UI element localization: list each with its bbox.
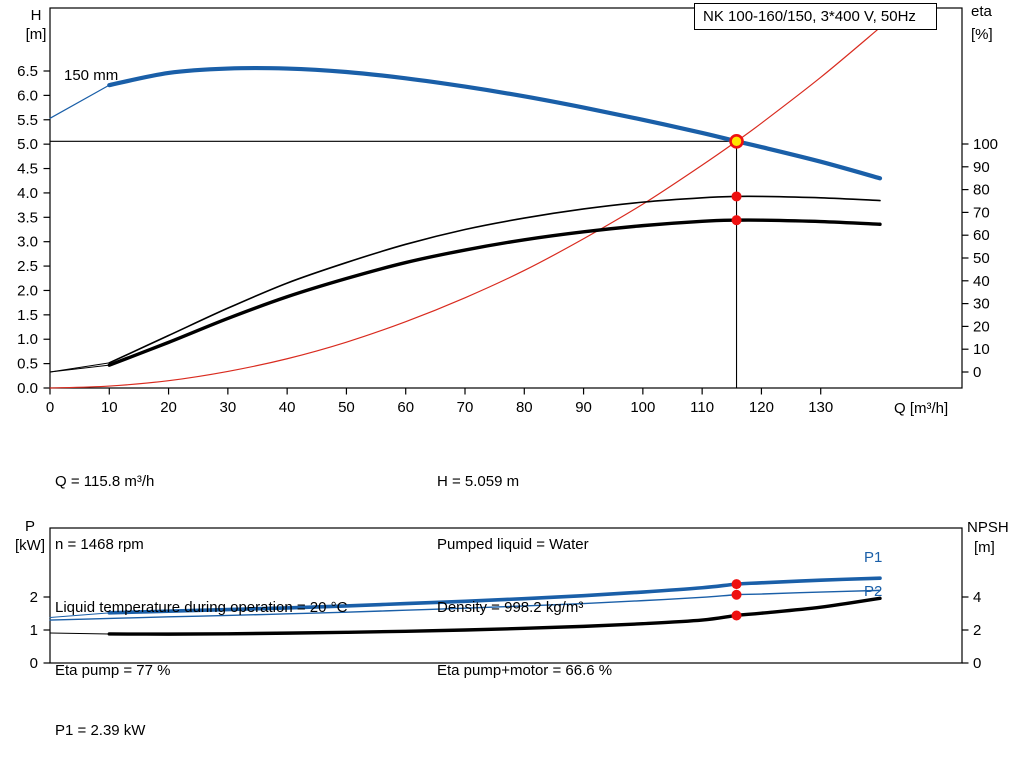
tick-label: 60 (397, 399, 414, 416)
tick-label: 70 (973, 204, 990, 221)
p-axis-label-line1: P (25, 518, 35, 535)
duty-dot-marker (731, 589, 742, 600)
tick-label: 0 (973, 655, 981, 672)
duty-dot-marker (731, 215, 742, 226)
h-axis-label-line1: H (31, 7, 42, 24)
curve-eta-pump (108, 195, 881, 364)
tick-label: 130 (808, 399, 833, 416)
duty-info-right-column: H = 5.059 m Pumped liquid = Water Densit… (437, 429, 612, 723)
npsh-axis-label-line1: NPSH (967, 519, 1009, 536)
info-p1: P1 = 2.39 kW (55, 722, 146, 739)
curve-p1-lead (49, 612, 110, 618)
tick-label: 20 (160, 399, 177, 416)
top-chart-frame (49, 7, 963, 389)
tick-label: 1 (30, 622, 38, 639)
tick-label: 30 (973, 296, 990, 313)
info-liquid-temperature: Liquid temperature during operation = 20… (55, 599, 348, 616)
duty-info-left-column: Q = 115.8 m³/h n = 1468 rpm Liquid tempe… (55, 429, 347, 723)
tick-label: 5.5 (17, 112, 38, 129)
tick-label: 30 (220, 399, 237, 416)
tick-label: 50 (338, 399, 355, 416)
tick-label: 100 (973, 136, 998, 153)
curve-npsh-curve (107, 596, 882, 636)
info-flow: Q = 115.8 m³/h (55, 473, 155, 490)
tick-label: 20 (973, 318, 990, 335)
tick-label: 2.0 (17, 282, 38, 299)
tick-label: 40 (973, 273, 990, 290)
tick-label: 4 (973, 589, 981, 606)
curve-npsh-lead (49, 632, 110, 635)
tick-label: 80 (516, 399, 533, 416)
p1-curve-label: P1 (864, 549, 882, 566)
generated-chart-layer: 0 10 20 30 40 50 60 70 80 90 100 110 120 1300.00.51.0… (17, 7, 998, 672)
q-axis-label: Q [m³/h] (894, 400, 948, 417)
tick-label: 100 (630, 399, 655, 416)
info-eta-pump-motor: Eta pump+motor = 66.6 % (437, 662, 613, 679)
tick-label: 90 (575, 399, 592, 416)
tick-label: 50 (973, 250, 990, 267)
tick-label: 0 (46, 399, 54, 416)
curve-qh-curve-150mm (107, 65, 883, 181)
info-head: H = 5.059 m (437, 473, 520, 490)
tick-label: 120 (749, 399, 774, 416)
duty-dot-marker (731, 191, 742, 202)
tick-label: 3.5 (17, 209, 38, 226)
info-speed: n = 1468 rpm (55, 536, 144, 553)
tick-label: 10 (973, 341, 990, 358)
duty-dot-marker (731, 610, 742, 621)
curve-eta-pump-motor (107, 218, 882, 367)
tick-label: 110 (690, 399, 714, 416)
tick-label: 3.0 (17, 234, 38, 251)
bottom-chart-frame (49, 527, 963, 664)
tick-label: 80 (973, 182, 990, 199)
curve-system-curve (49, 26, 881, 389)
tick-label: 0 (973, 364, 981, 381)
tick-label: 40 (279, 399, 296, 416)
curve-p1-curve (107, 576, 882, 615)
tick-label: 0 (30, 655, 38, 672)
tick-label: 1.5 (17, 307, 38, 324)
tick-label: 2.5 (17, 258, 38, 275)
tick-label: 2 (973, 622, 981, 639)
chart-title: NK 100-160/150, 3*400 V, 50Hz (703, 8, 916, 25)
tick-label: 4.5 (17, 161, 38, 178)
h-axis-unit: [m] (26, 26, 47, 43)
p-axis-unit: [kW] (15, 537, 45, 554)
chart-title-box: NK 100-160/150, 3*400 V, 50Hz (694, 3, 937, 30)
p2-curve-label: P2 (864, 583, 882, 600)
info-eta-pump: Eta pump = 77 % (55, 662, 171, 679)
eta-axis-unit: [%] (971, 26, 993, 43)
duty-point-marker (729, 133, 744, 149)
curve-eta-pump-motor-lead (49, 364, 110, 373)
curve-qh-lead (49, 84, 110, 119)
impeller-diameter-label: 150 mm (64, 67, 118, 84)
info-pumped-liquid: Pumped liquid = Water (437, 536, 589, 553)
tick-label: 60 (973, 227, 990, 244)
tick-label: 90 (973, 159, 990, 176)
duty-dot-marker (731, 579, 742, 590)
npsh-axis-unit: [m] (974, 539, 995, 556)
tick-label: 1.0 (17, 331, 38, 348)
tick-label: 2 (30, 589, 38, 606)
tick-label: 5.0 (17, 136, 38, 153)
info-density: Density = 998.2 kg/m³ (437, 599, 584, 616)
eta-axis-label-line1: eta (971, 3, 993, 20)
curve-p2-curve (49, 589, 881, 621)
tick-label: 70 (457, 399, 474, 416)
tick-label: 6.5 (17, 63, 38, 80)
tick-label: 0.5 (17, 356, 38, 373)
power-info-block: P1 = 2.39 kW P2 = 2.068 kW NPSH = 2.88 m… (55, 678, 397, 781)
tick-label: 10 (101, 399, 118, 416)
tick-label: 4.0 (17, 185, 38, 202)
tick-label: 6.0 (17, 87, 38, 104)
tick-label: 0.0 (17, 380, 38, 397)
